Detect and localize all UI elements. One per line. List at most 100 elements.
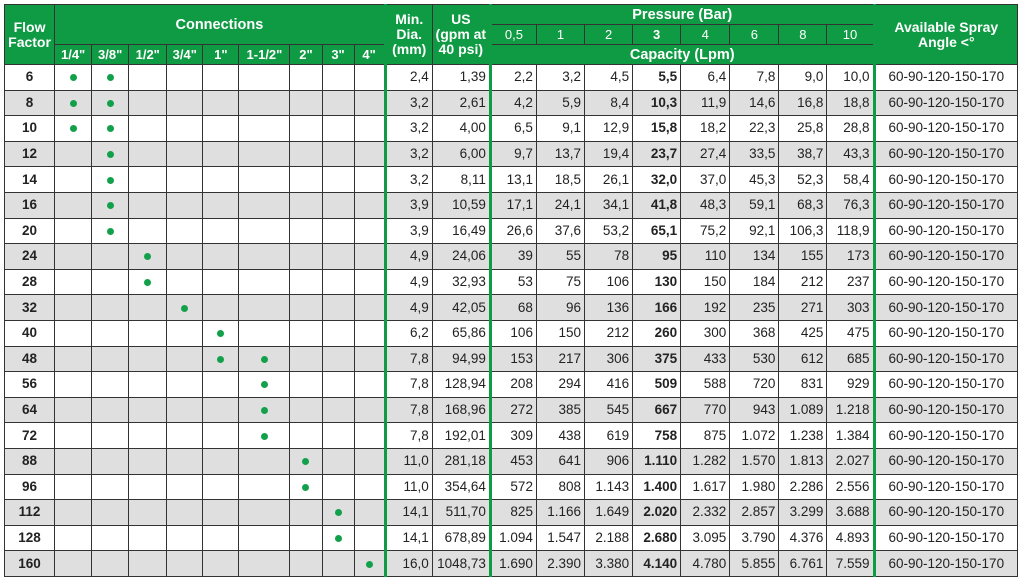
table-row: 12 3,2 6,00 9,7 13,7 19,4 23,7 27,4 33,5 38,7 43,3… — [3, 140, 1019, 168]
table-row: 88 11,0 281,18 453 641 906 1.110 1.282 1.570 1.81… — [3, 447, 1019, 475]
connections-header: Connections — [54, 4, 386, 45]
connection-cell — [289, 371, 323, 398]
capacity-cell: 433 — [680, 345, 731, 373]
capacity-cell: 306 — [584, 345, 634, 373]
capacity-cell: 5,5 — [632, 64, 682, 91]
min-dia-cell: 2,4 — [383, 64, 433, 91]
connection-cell — [353, 447, 386, 475]
capacity-cell: 15,8 — [632, 115, 682, 142]
connection-cell — [202, 345, 240, 373]
connection-cell — [54, 371, 93, 398]
connection-cell — [91, 447, 130, 475]
capacity-cell: 1.238 — [778, 422, 828, 449]
spray-angle-cell: 60-90-120-150-170 — [872, 140, 1019, 168]
connection-cell — [238, 319, 291, 347]
capacity-cell: 6.761 — [778, 550, 828, 577]
connection-cell — [289, 294, 323, 321]
connection-cell — [91, 217, 130, 245]
flow-factor-cell: 32 — [3, 294, 56, 321]
spray-angle-cell: 60-90-120-150-170 — [872, 319, 1019, 347]
available-dot-icon — [334, 509, 342, 517]
capacity-cell: 2.020 — [632, 499, 682, 526]
connection-cell — [128, 447, 168, 475]
capacity-cell: 58,4 — [826, 166, 875, 193]
connection-cell — [91, 473, 130, 501]
us-gpm-cell: 16,49 — [431, 217, 491, 245]
us-gpm-cell: 65,86 — [431, 319, 491, 347]
available-dot-icon — [217, 330, 225, 338]
connection-cell — [238, 294, 291, 321]
us-gpm-cell: 32,93 — [431, 268, 491, 296]
connection-cell — [238, 550, 291, 577]
min-dia-cell: 11,0 — [383, 473, 433, 501]
us-gpm-header: US (gpm at 40 psi) — [431, 4, 491, 65]
connection-cell — [289, 191, 323, 219]
capacity-cell: 10,3 — [632, 89, 682, 117]
connection-cell — [238, 217, 291, 245]
capacity-cell: 2.556 — [826, 473, 875, 501]
table-row: 56 7,8 128,94 208 294 416 509 588 720 831 929 60-90… — [3, 371, 1019, 398]
capacity-cell: 7,8 — [729, 64, 780, 91]
capacity-cell: 26,1 — [584, 166, 634, 193]
connection-cell — [238, 422, 291, 449]
capacity-cell: 166 — [632, 294, 682, 321]
capacity-cell: 130 — [632, 268, 682, 296]
capacity-cell: 3,2 — [535, 64, 586, 91]
connection-cell — [353, 243, 386, 270]
available-dot-icon — [106, 202, 114, 210]
capacity-cell: 272 — [488, 396, 537, 424]
connection-cell — [128, 140, 168, 168]
connection-cell — [91, 345, 130, 373]
connection-cell — [166, 473, 204, 501]
connection-cell — [91, 268, 130, 296]
connection-cell — [238, 345, 291, 373]
pressure-col-header: 6 — [729, 24, 780, 45]
connection-cell — [321, 140, 355, 168]
connection-cell — [353, 422, 386, 449]
connection-cell — [321, 319, 355, 347]
connection-cell — [321, 447, 355, 475]
connection-cell — [321, 550, 355, 577]
connection-cell — [321, 64, 355, 91]
capacity-cell: 260 — [632, 319, 682, 347]
us-gpm-cell: 8,11 — [431, 166, 491, 193]
capacity-cell: 1.089 — [778, 396, 828, 424]
connection-size-header: 1/4" — [54, 44, 93, 65]
capacity-cell: 150 — [535, 319, 586, 347]
connection-cell — [289, 524, 323, 552]
capacity-cell: 8,4 — [584, 89, 634, 117]
connection-cell — [128, 89, 168, 117]
connection-cell — [54, 140, 93, 168]
capacity-cell: 153 — [488, 345, 537, 373]
capacity-cell: 4.780 — [680, 550, 731, 577]
capacity-cell: 53,2 — [584, 217, 634, 245]
connection-cell — [54, 191, 93, 219]
connection-size-header: 1" — [202, 44, 240, 65]
flow-factor-cell: 64 — [3, 396, 56, 424]
connection-cell — [166, 243, 204, 270]
min-dia-cell: 7,8 — [383, 345, 433, 373]
capacity-cell: 184 — [729, 268, 780, 296]
available-dot-icon — [365, 560, 373, 568]
available-dot-icon — [144, 253, 152, 261]
connection-size-header: 3/4" — [166, 44, 204, 65]
capacity-cell: 26,6 — [488, 217, 537, 245]
capacity-cell: 23,7 — [632, 140, 682, 168]
connection-cell — [91, 524, 130, 552]
flow-factor-cell: 128 — [3, 524, 56, 552]
connection-cell — [321, 217, 355, 245]
capacity-cell: 1.617 — [680, 473, 731, 501]
capacity-cell: 4,5 — [584, 64, 634, 91]
capacity-cell: 106 — [488, 319, 537, 347]
connection-cell — [202, 243, 240, 270]
capacity-cell: 9,1 — [535, 115, 586, 142]
flow-factor-cell: 28 — [3, 268, 56, 296]
capacity-cell: 106 — [584, 268, 634, 296]
us-gpm-cell: 4,00 — [431, 115, 491, 142]
us-gpm-cell: 94,99 — [431, 345, 491, 373]
capacity-header: Capacity (Lpm) — [488, 44, 875, 65]
connection-cell — [54, 447, 93, 475]
connection-cell — [289, 345, 323, 373]
connection-cell — [166, 396, 204, 424]
capacity-cell: 2.390 — [535, 550, 586, 577]
